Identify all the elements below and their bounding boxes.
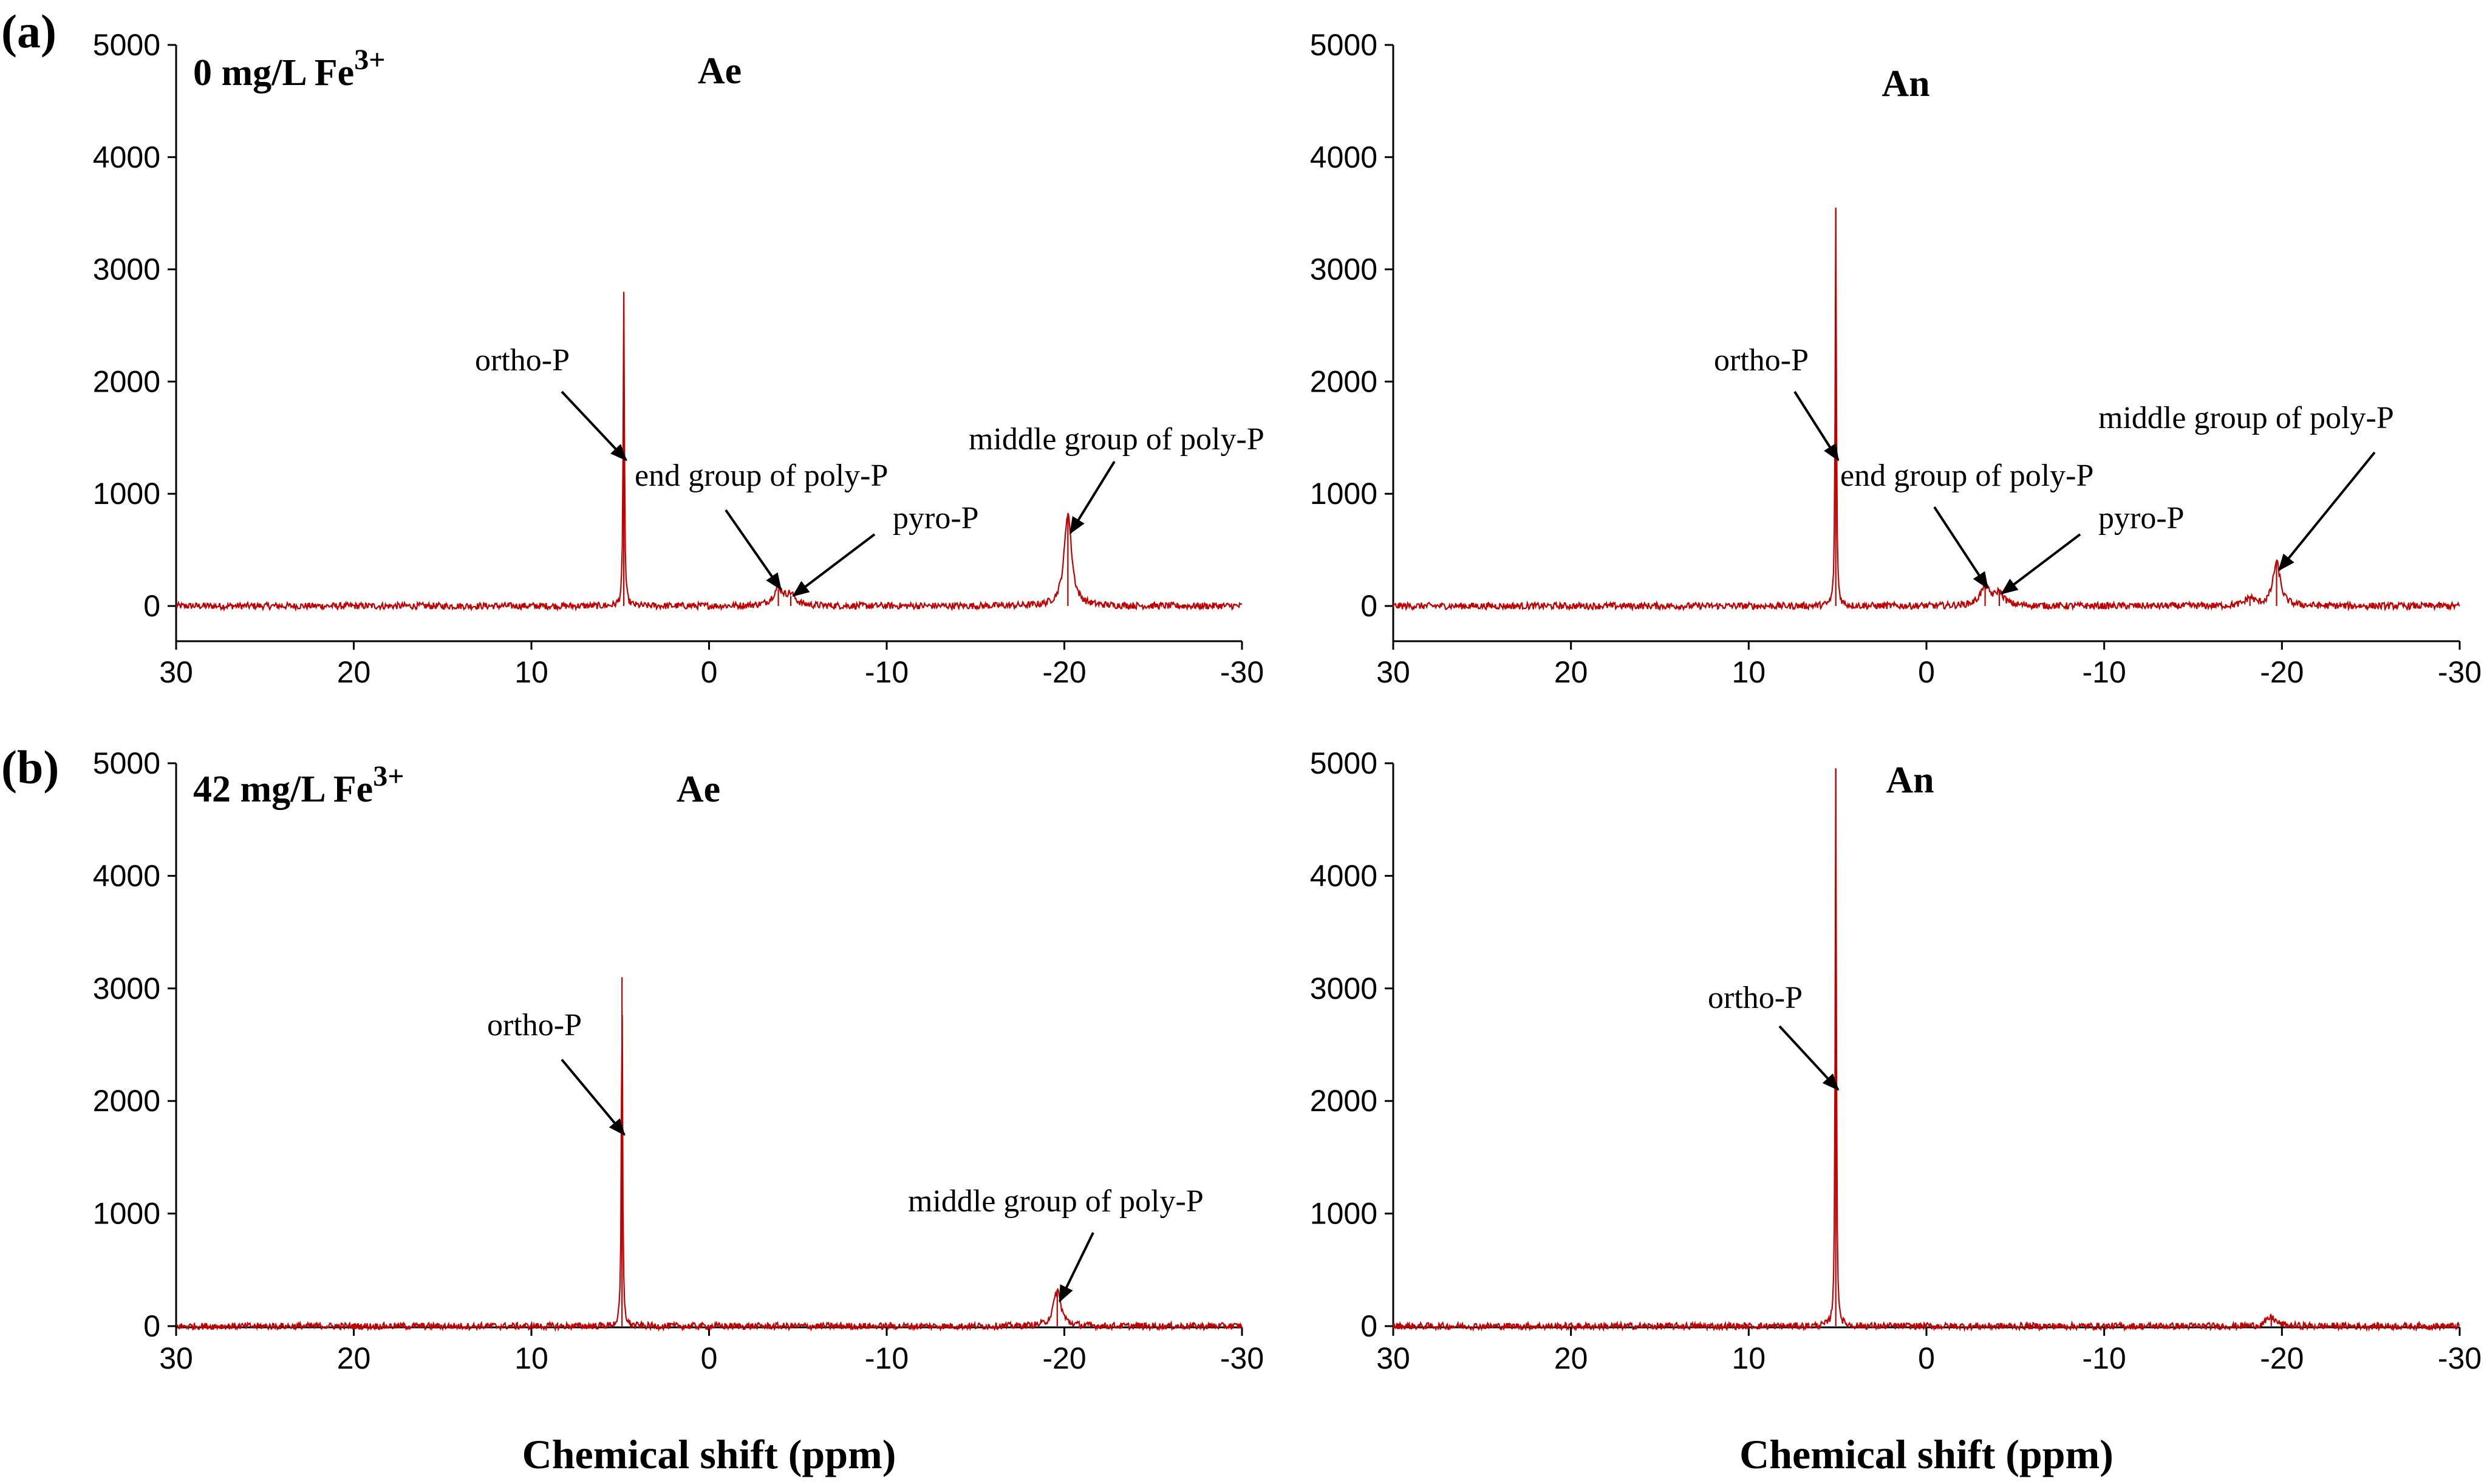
annotation-label: ortho-P <box>487 1008 582 1043</box>
annotation-arrow <box>1933 506 1989 590</box>
x-axis-title: Chemical shift (ppm) <box>1739 1431 2113 1477</box>
annotation-arrow <box>2001 533 2081 595</box>
x-axis-title: Chemical shift (ppm) <box>522 1431 896 1477</box>
x-tick-label: -30 <box>2438 655 2482 689</box>
condition-superscript: 3+ <box>354 44 385 76</box>
spectrum-line <box>1392 209 2460 612</box>
condition-label: 0 mg/L Fe3+ <box>193 44 386 94</box>
x-tick-label: 30 <box>1376 1341 1410 1375</box>
x-tick-label: 30 <box>1376 655 1410 689</box>
y-tick-label: 2000 <box>93 1084 160 1118</box>
y-tick-label: 1000 <box>93 477 160 511</box>
x-tick-label: 10 <box>1732 655 1766 689</box>
y-tick-label: 0 <box>143 589 160 623</box>
annotation-label: end group of poly-P <box>635 458 888 493</box>
condition-label: 42 mg/L Fe3+ <box>193 760 404 810</box>
annotation-arrow <box>561 390 627 461</box>
annotation-arrow <box>1059 1232 1094 1303</box>
x-tick-label: -30 <box>2438 1341 2482 1375</box>
annotation-label: pyro-P <box>2098 501 2185 536</box>
y-tick-label: 5000 <box>1310 28 1377 62</box>
y-tick-label: 0 <box>1360 1309 1377 1343</box>
annotation-label: middle group of poly-P <box>908 1184 1204 1219</box>
x-tick-label: 10 <box>514 1341 548 1375</box>
y-tick-label: 3000 <box>1310 972 1377 1006</box>
annotation-arrow <box>2278 451 2376 571</box>
y-tick-label: 1000 <box>93 1197 160 1231</box>
x-tick-label: -30 <box>1220 1341 1264 1375</box>
x-tick-label: -20 <box>1042 1341 1086 1375</box>
chart-panel-3: 0 1000 2000 3000 4000 5000 30 20 10 0 -10 -20 -30 ort… <box>1 741 1264 1477</box>
y-tick-label: 2000 <box>93 364 160 398</box>
x-tick-label: 0 <box>1918 655 1935 689</box>
x-tick-label: 20 <box>337 1341 371 1375</box>
annotation-label: ortho-P <box>475 343 570 378</box>
sample-title: An <box>1886 760 1934 801</box>
panel-label: (a) <box>1 5 56 58</box>
annotation-label: ortho-P <box>1714 343 1809 378</box>
condition-superscript: 3+ <box>373 760 404 792</box>
y-tick-label: 1000 <box>1310 1197 1377 1231</box>
x-tick-label: 10 <box>514 655 548 689</box>
x-tick-label: -20 <box>1042 655 1086 689</box>
spectrum-line <box>176 1015 1243 1332</box>
x-tick-label: 30 <box>159 1341 193 1375</box>
x-tick-label: -20 <box>2260 655 2304 689</box>
chart-panel-1: 0 1000 2000 3000 4000 5000 30 20 10 0 -10 -20 -30 ort… <box>1 5 1264 689</box>
annotation-label: middle group of poly-P <box>2098 401 2394 435</box>
x-tick-label: 20 <box>337 655 371 689</box>
x-tick-label: -30 <box>1220 655 1264 689</box>
x-tick-label: -10 <box>2083 1341 2126 1375</box>
sample-title: Ae <box>698 50 742 92</box>
x-tick-label: 20 <box>1554 1341 1588 1375</box>
x-tick-label: 0 <box>701 1341 718 1375</box>
condition-text: 0 mg/L Fe <box>193 52 354 94</box>
y-tick-label: 3000 <box>1310 253 1377 287</box>
y-tick-label: 5000 <box>93 28 160 62</box>
annotation-arrow <box>1778 1025 1840 1091</box>
annotation-arrow <box>561 1058 626 1136</box>
y-tick-label: 4000 <box>1310 859 1377 893</box>
annotation-arrow <box>1793 390 1840 461</box>
annotation-arrow <box>725 509 782 591</box>
x-tick-label: -20 <box>2260 1341 2304 1375</box>
y-tick-label: 4000 <box>93 859 160 893</box>
annotation-label: end group of poly-P <box>1840 458 2093 493</box>
sample-title: An <box>1881 63 1929 104</box>
annotation-label: pyro-P <box>893 501 979 536</box>
x-tick-label: -10 <box>865 655 909 689</box>
condition-text: 42 mg/L Fe <box>193 769 373 810</box>
annotation-arrow <box>1069 460 1116 534</box>
panel-label: (b) <box>1 741 59 794</box>
x-tick-label: -10 <box>2083 655 2126 689</box>
y-tick-label: 1000 <box>1310 477 1377 511</box>
chart-panel-4: 0 1000 2000 3000 4000 5000 30 20 10 0 -10 -20 -30 ort… <box>1310 746 2482 1477</box>
spectrum-line <box>175 294 1243 612</box>
x-tick-label: 0 <box>701 655 718 689</box>
x-tick-label: 0 <box>1918 1341 1935 1375</box>
y-tick-label: 3000 <box>93 253 160 287</box>
x-tick-label: 20 <box>1554 655 1588 689</box>
y-tick-label: 5000 <box>93 746 160 780</box>
y-tick-label: 5000 <box>1310 746 1377 780</box>
annotation-label: ortho-P <box>1708 981 1803 1015</box>
sample-title: Ae <box>677 769 720 810</box>
annotation-arrow <box>792 533 876 597</box>
y-tick-label: 0 <box>143 1309 160 1343</box>
x-tick-label: 10 <box>1732 1341 1766 1375</box>
y-tick-label: 2000 <box>1310 364 1377 398</box>
x-tick-label: -10 <box>865 1341 909 1375</box>
y-tick-label: 4000 <box>1310 140 1377 174</box>
y-tick-label: 3000 <box>93 972 160 1006</box>
x-tick-label: 30 <box>159 655 193 689</box>
annotation-label: middle group of poly-P <box>969 422 1264 457</box>
chart-panel-2: 0 1000 2000 3000 4000 5000 30 20 10 0 -10 -20 -30 ort… <box>1310 28 2482 689</box>
y-tick-label: 0 <box>1360 589 1377 623</box>
y-tick-label: 4000 <box>93 140 160 174</box>
y-tick-label: 2000 <box>1310 1084 1377 1118</box>
spectrum-line <box>1392 768 2460 1332</box>
